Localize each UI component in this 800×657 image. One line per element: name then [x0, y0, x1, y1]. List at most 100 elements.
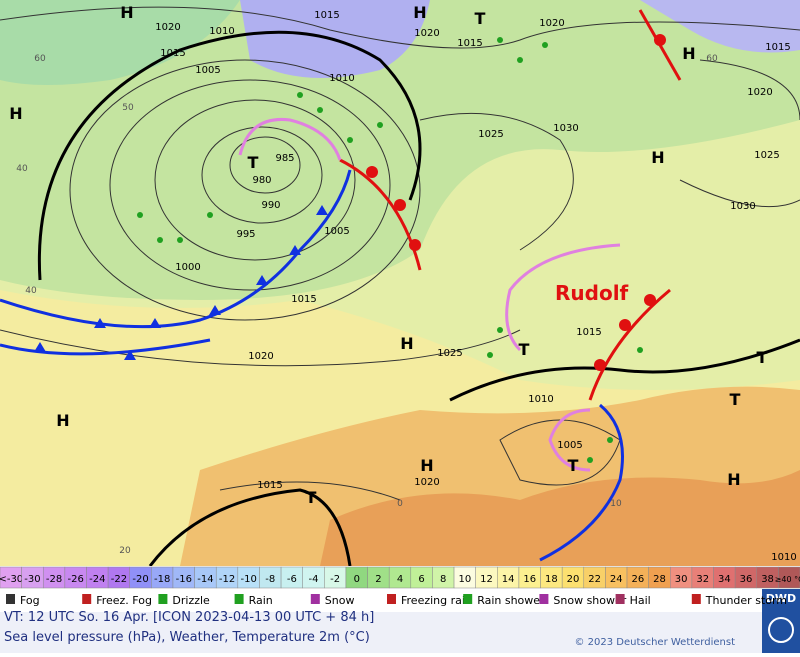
scale-label: -4: [309, 574, 319, 585]
scale-label: 38: [761, 574, 774, 585]
scale-label: 6: [418, 574, 424, 585]
scale-label: -16: [176, 574, 192, 585]
grid-label: 60: [34, 54, 46, 64]
symbol-label: Rain: [249, 594, 273, 607]
logo-swirl: [768, 617, 794, 643]
scale-label: 12: [480, 574, 493, 585]
front-triangle: [289, 245, 301, 255]
pressure-center: T: [568, 456, 579, 475]
rain-dot: [542, 42, 548, 48]
grid-label: 40: [16, 164, 28, 174]
cold-front: [0, 338, 211, 356]
symbol-label: Snow: [325, 594, 355, 607]
logo-text: DWD: [766, 592, 796, 605]
rain-dot: [497, 327, 503, 333]
front-semicircle: [644, 294, 656, 306]
symbol-icon: [82, 594, 92, 604]
symbol-icon: [539, 594, 549, 604]
grid-label: 60: [706, 54, 718, 64]
scale-label: <-30: [0, 574, 23, 585]
pressure-center: T: [730, 390, 741, 409]
cold-front: [0, 169, 352, 329]
symbol-label: Fog: [20, 594, 40, 607]
main-isobars: [37, 30, 800, 567]
front-semicircle: [366, 166, 378, 178]
pressure-label: 1025: [437, 348, 462, 359]
pressure-center: T: [306, 488, 317, 507]
rain-dot: [607, 437, 613, 443]
symbol-icon: [387, 594, 396, 604]
front-triangle: [316, 205, 328, 215]
grid-label: 50: [122, 103, 134, 113]
scale-label: ≥40 °C: [775, 575, 800, 584]
pressure-label: 1010: [528, 394, 553, 405]
scale-label: 30: [675, 574, 688, 585]
storm-name: Rudolf: [555, 281, 629, 305]
occlusion: [505, 243, 621, 352]
copyright: © 2023 Deutscher Wetterdienst: [574, 637, 735, 648]
pressure-label: 1015: [257, 480, 282, 491]
green-zone: [0, 0, 800, 300]
pressure-center: H: [120, 3, 133, 22]
rain-dot: [377, 122, 383, 128]
pressure-label: 1015: [765, 42, 790, 53]
grid-label: 0: [397, 499, 403, 509]
pressure-center: H: [400, 334, 413, 353]
pressure-center: T: [757, 348, 768, 367]
pressure-label: 1005: [195, 65, 220, 76]
pressure-label: 1015: [314, 10, 339, 21]
symbol-label: Thunder storm: [705, 594, 787, 607]
rain-dot: [587, 457, 593, 463]
scale-label: 22: [588, 574, 601, 585]
rain-dot: [317, 107, 323, 113]
symbol-icon: [6, 594, 15, 604]
pressure-label: 1020: [414, 477, 439, 488]
pressure-center: T: [519, 340, 530, 359]
valid-time: VT: 12 UTC So. 16 Apr. [ICON 2023-04-13 …: [4, 610, 374, 625]
pressure-label: 1020: [414, 28, 439, 39]
pressure-center: H: [413, 3, 426, 22]
grid-label: 40: [25, 286, 37, 296]
pressure-label: 1015: [160, 48, 185, 59]
scale-label: -20: [132, 574, 148, 585]
occlusion: [238, 117, 342, 161]
symbol-icon: [310, 594, 320, 604]
pressure-center: H: [727, 470, 740, 489]
symbol-icon: [463, 594, 473, 604]
rain-dot: [157, 237, 163, 243]
front-triangle: [94, 318, 106, 328]
pressure-label: 1020: [248, 351, 273, 362]
pressure-label: 995: [236, 229, 255, 240]
front-triangle: [34, 342, 46, 352]
rain-dot: [297, 92, 303, 98]
pressure-label: 1010: [329, 73, 354, 84]
footer-bg: [0, 612, 762, 653]
scale-label: -22: [111, 574, 127, 585]
scale-label: -26: [68, 574, 84, 585]
scale-label: -30: [24, 574, 40, 585]
scale-label: 26: [631, 574, 644, 585]
scale-label: 8: [440, 574, 446, 585]
scale-label: -12: [219, 574, 235, 585]
pressure-label: 1025: [754, 150, 779, 161]
scale-label: -2: [330, 574, 340, 585]
pressure-label: 1010: [209, 26, 234, 37]
occlusion: [548, 408, 591, 472]
pressure-label: 1020: [155, 22, 180, 33]
scale-label: 14: [502, 574, 515, 585]
pressure-label: 1005: [557, 440, 582, 451]
scale-label: 28: [653, 574, 666, 585]
pressure-label: 1010: [771, 552, 796, 563]
symbol-icon: [158, 594, 168, 604]
scale-label: -6: [287, 574, 297, 585]
front-semicircle: [394, 199, 406, 211]
scale-label: 20: [567, 574, 580, 585]
scale-label: 16: [523, 574, 536, 585]
scale-label: 36: [740, 574, 753, 585]
symbol-icon: [234, 594, 244, 604]
pressure-label: 1015: [457, 38, 482, 49]
pressure-center: H: [651, 148, 664, 167]
symbol-label: Freez. Fog: [96, 594, 152, 607]
